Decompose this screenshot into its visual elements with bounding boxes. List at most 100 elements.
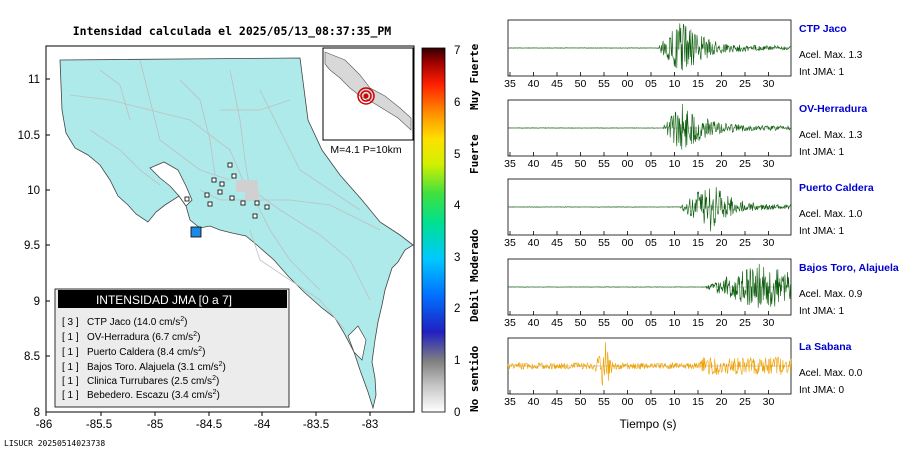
time-tick-label: 45 [551, 396, 563, 408]
map-title: Intensidad calculada el 2025/05/13_08:37… [73, 24, 392, 39]
legend-item: [ 3 ] CTP Jaco (14.0 cm/s2) [62, 316, 187, 328]
time-tick-label: 10 [669, 237, 681, 249]
time-tick-label: 25 [739, 78, 751, 90]
station-peak-acc: Acel. Max. 1.0 [799, 209, 863, 220]
inset-magnitude-label: M=4.1 P=10km [330, 144, 401, 156]
station-peak-acc: Acel. Max. 1.3 [799, 50, 863, 61]
legend-item: [ 1 ] Puerto Caldera (8.4 cm/s2) [62, 346, 205, 358]
time-tick-label: 25 [739, 158, 751, 170]
colorbar-tick: 2 [454, 303, 460, 315]
station-jma: Int JMA: 1 [799, 67, 844, 78]
costa-rica-landmass [59, 57, 414, 410]
time-tick-label: 20 [716, 317, 728, 329]
colorbar-label: Moderado [468, 229, 481, 282]
station-markers [184, 162, 270, 219]
svg-text:Clinica Turrubares (2.5 cm/s2): Clinica Turrubares (2.5 cm/s2) [87, 375, 219, 387]
time-tick-label: 40 [528, 396, 540, 408]
station-marker [229, 195, 235, 201]
time-tick-label: 00 [622, 237, 634, 249]
time-tick-label: 10 [669, 396, 681, 408]
colorbar-label: No sentido [468, 345, 481, 412]
time-tick-label: 35 [504, 158, 516, 170]
time-tick-label: 30 [763, 237, 775, 249]
time-tick-label: 40 [528, 78, 540, 90]
time-tick-label: 40 [528, 317, 540, 329]
station-name: Bajos Toro, Alajuela [799, 262, 899, 274]
station-jma: Int JMA: 1 [799, 226, 844, 237]
time-tick-label: 35 [504, 396, 516, 408]
time-tick-label: 50 [575, 78, 587, 90]
legend-level: [ 1 ] [62, 362, 79, 373]
time-tick-label: 20 [716, 78, 728, 90]
time-tick-label: 50 [575, 237, 587, 249]
time-tick-label: 45 [551, 158, 563, 170]
station-peak-acc: Acel. Max. 0.9 [799, 289, 863, 300]
legend-level: [ 1 ] [62, 376, 79, 387]
station-peak-acc: Acel. Max. 0.0 [799, 368, 863, 379]
colorbar-label: Fuerte [468, 134, 481, 174]
station-jma: Int JMA: 0 [799, 385, 844, 396]
colorbar-tick: 0 [454, 407, 460, 419]
legend-item: [ 1 ] Clinica Turrubares (2.5 cm/s2) [62, 375, 219, 387]
time-tick-label: 00 [622, 317, 634, 329]
legend-item: [ 1 ] OV-Herradura (6.7 cm/s2) [62, 331, 200, 343]
time-tick-label: 45 [551, 317, 563, 329]
time-tick-label: 05 [645, 78, 657, 90]
station-peak-acc: Acel. Max. 1.3 [799, 130, 863, 141]
time-tick-label: 40 [528, 237, 540, 249]
road-network [69, 59, 381, 331]
colorbar-tick: 7 [454, 45, 460, 57]
time-tick-label: 30 [763, 317, 775, 329]
time-tick-label: 00 [622, 158, 634, 170]
time-tick-label: 20 [716, 396, 728, 408]
legend-station: Bebedero. Escazu [87, 390, 169, 401]
time-tick-label: 25 [739, 396, 751, 408]
intensity-legend: INTENSIDAD JMA [0 a 7] [ 3 ] CTP Jaco (1… [54, 288, 290, 408]
station-marker [217, 189, 223, 195]
colorbar-tick: 4 [454, 200, 461, 212]
intensity-colorbar: 0 1 2 3 4 5 6 7 No sentido Debil Moderad… [421, 43, 481, 419]
time-tick-label: 30 [763, 396, 775, 408]
time-tick-label: 15 [692, 158, 704, 170]
time-tick-label: 05 [645, 317, 657, 329]
waveform-panels: 35 40 45 50 55 00 05 10 15 20 25 30 CTP Jaco Acel. Ma… [504, 19, 899, 408]
lon-tick: -83 [362, 419, 379, 431]
time-tick-label: 15 [692, 237, 704, 249]
time-tick-label: 35 [504, 237, 516, 249]
lon-tick: -84 [254, 419, 271, 431]
time-tick-label: 10 [669, 158, 681, 170]
location-inset: M=4.1 P=10km [322, 47, 414, 156]
lon-tick: -85 [147, 419, 164, 431]
legend-item: [ 1 ] Bajos Toro. Alajuela (3.1 cm/s2) [62, 361, 226, 373]
waveform-panel: 35 40 45 50 55 00 05 10 15 20 25 30 OV-Herradura Acel… [504, 99, 867, 170]
legend-station: Bajos Toro. Alajuela [87, 362, 175, 373]
legend-level: [ 1 ] [62, 347, 79, 358]
station-name: CTP Jaco [799, 23, 847, 35]
waveform-panel: 35 40 45 50 55 00 05 10 15 20 25 30 CTP Jaco Acel. Ma… [504, 19, 863, 90]
lat-tick: 10.5 [18, 130, 40, 142]
epicenter-icon [357, 87, 375, 105]
time-tick-label: 10 [669, 317, 681, 329]
time-tick-label: 05 [645, 396, 657, 408]
lat-tick: 11 [28, 74, 40, 86]
station-marker [252, 213, 258, 219]
station-name: Puerto Caldera [799, 182, 874, 194]
lon-tick: -84.5 [196, 419, 222, 431]
time-tick-label: 15 [692, 317, 704, 329]
legend-station: OV-Herradura [87, 332, 150, 343]
map-lon-axis: -86 -85.5 -85 -84.5 -84 -83.5 -83 [36, 412, 379, 431]
lat-tick: 10 [27, 185, 40, 197]
time-tick-label: 50 [575, 396, 587, 408]
lat-tick: 9.5 [24, 240, 40, 252]
waveform-panel: 35 40 45 50 55 00 05 10 15 20 25 30 La Sabana Acel. M… [504, 337, 863, 408]
time-tick-label: 30 [763, 78, 775, 90]
legend-station: CTP Jaco [87, 317, 131, 328]
colorbar-tick: 5 [454, 149, 460, 161]
legend-acc: (3.1 cm/s [177, 362, 218, 373]
time-tick-label: 10 [669, 78, 681, 90]
waveform-trace [507, 263, 792, 308]
svg-text:CTP Jaco (14.0 cm/s2): CTP Jaco (14.0 cm/s2) [87, 316, 187, 328]
colorbar-tick: 3 [454, 252, 460, 264]
time-tick-label: 30 [763, 158, 775, 170]
time-tick-label: 55 [598, 78, 610, 90]
